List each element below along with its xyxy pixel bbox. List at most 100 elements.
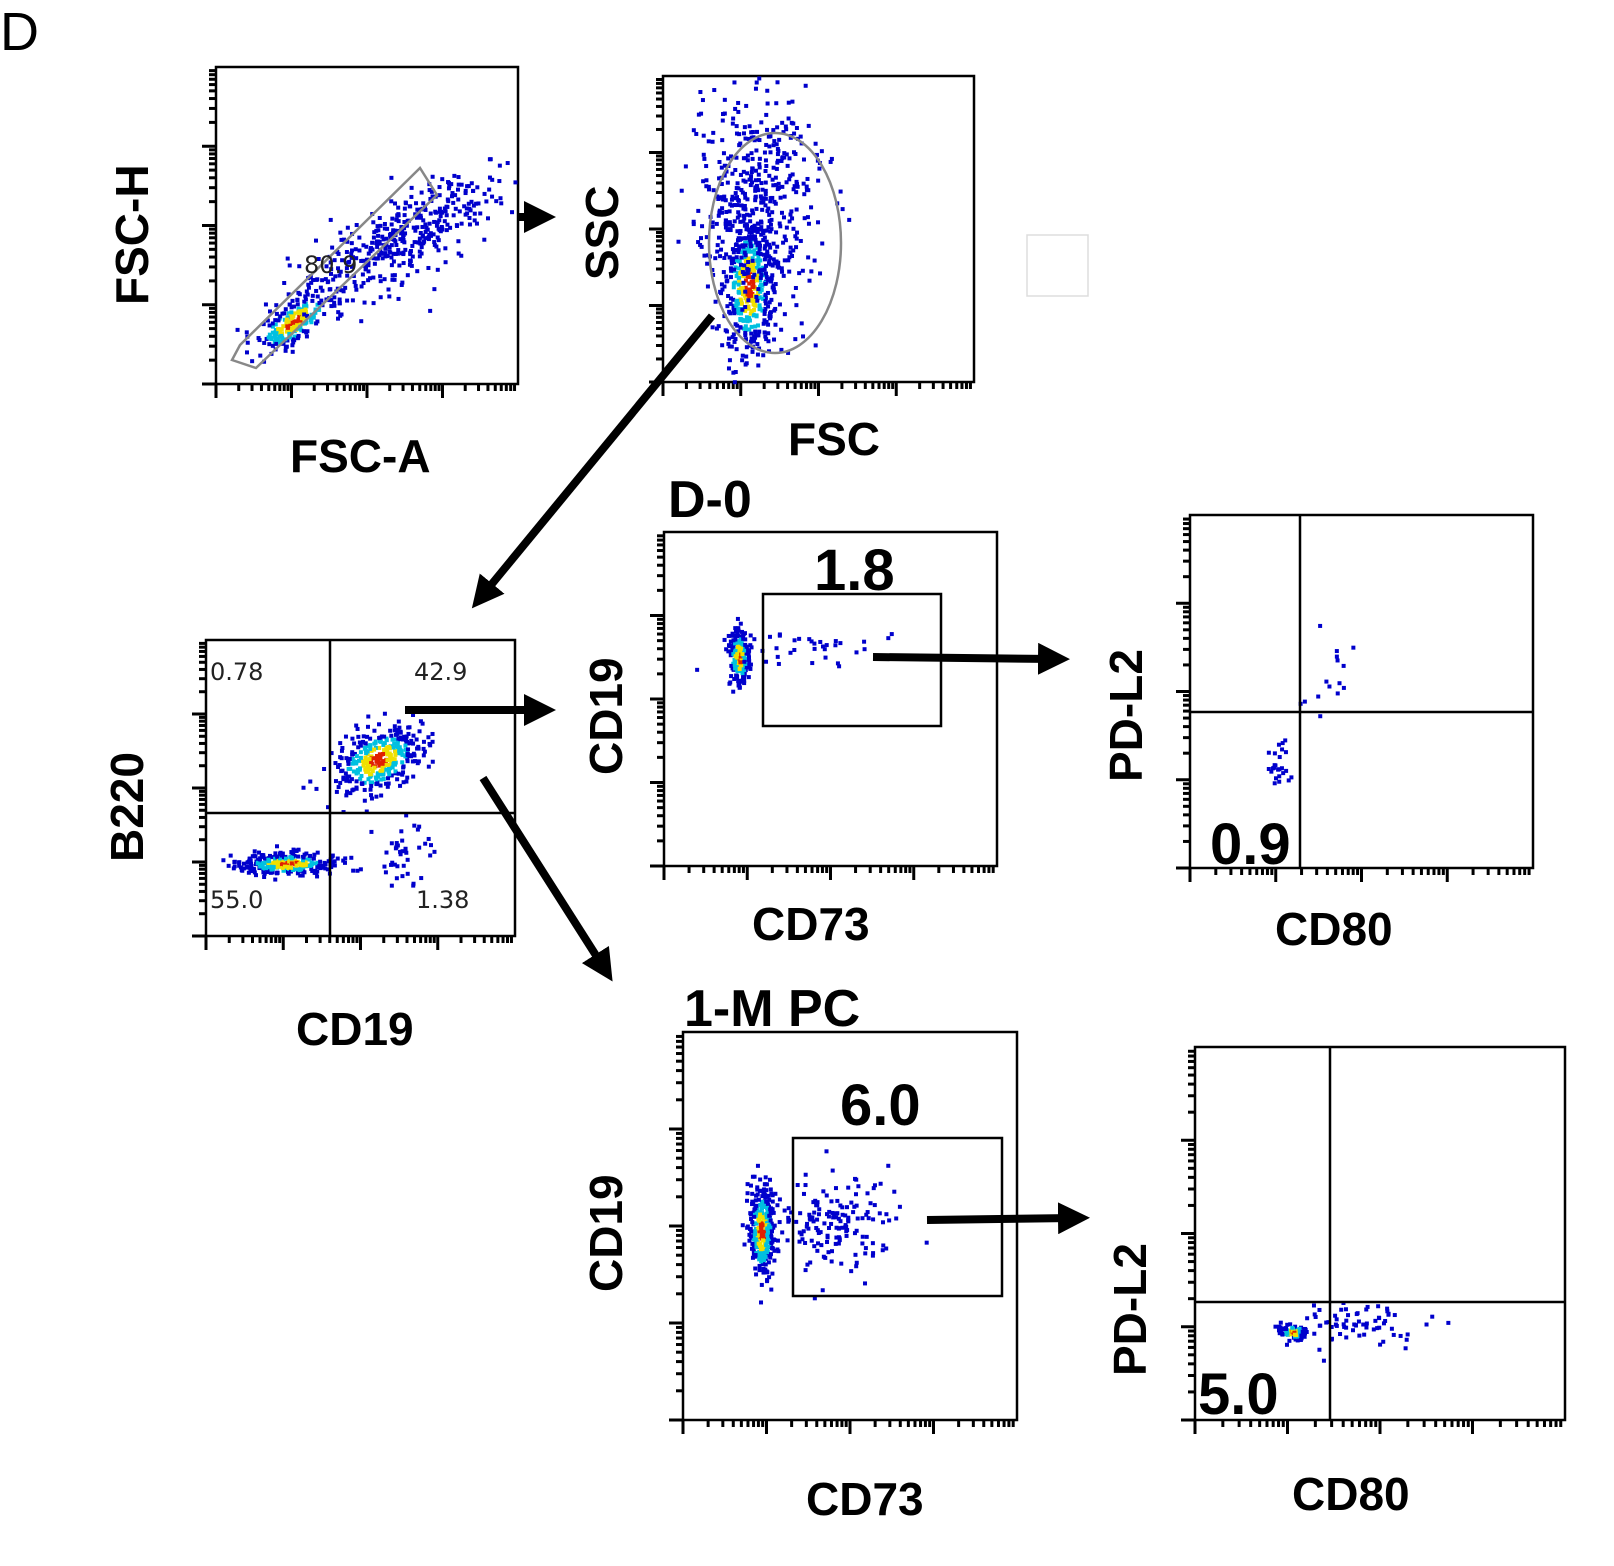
p2-event-dot [749,135,754,140]
p2-event-dot [750,156,755,161]
p6-event-dot [843,1223,848,1228]
p2-event-dot [743,328,748,333]
p1-event-dot [474,201,479,206]
p6-event-dot [753,1203,758,1208]
p6-event-dot [762,1258,767,1263]
p3-event-dot [356,734,361,739]
p5-event-dot [1277,755,1282,760]
p3-event-dot [249,864,254,869]
p3-q-ul: 0.78 [210,658,263,686]
p2-event-dot [789,209,794,214]
p5-event-dot [1334,654,1339,659]
p2-event-dot [749,293,754,298]
p2-event-dot [770,210,775,215]
p2-event-dot [816,178,821,183]
p2-event-dot [733,167,738,172]
p7-event-dot [1297,1326,1302,1331]
p2-event-dot [772,290,777,295]
p3-event-dot [406,747,411,752]
p3-event-dot [369,796,374,801]
p6-event-dot [765,1208,770,1213]
p3-event-dot [395,864,400,869]
p2-event-dot [770,195,775,200]
p3-event-dot [294,860,299,865]
p7-event-dot [1285,1322,1290,1327]
p3-event-dot [266,857,271,862]
p1-event-dot [295,302,300,307]
p3-event-dot [372,728,377,733]
p2-event-dot [755,243,760,248]
p1-event-dot [372,230,377,235]
p3-event-dot [404,813,409,818]
p1-event-dot [297,315,302,320]
p1-event-dot [361,243,366,248]
p2-event-dot [744,222,749,227]
p6-event-dot [881,1243,886,1248]
p1-event-dot [476,201,481,206]
p2-event-dot [738,219,743,224]
p1-gate [230,166,439,370]
p3-event-dot [363,741,368,746]
p2-ylabel: SSC [576,185,628,280]
p2-event-dot [763,334,768,339]
p6-event-dot [803,1172,808,1177]
p3-event-dot [350,788,355,793]
p2-event-dot [728,228,733,233]
p2-event-dot [716,213,721,218]
p4-event-dot [739,663,744,668]
p2-event-dot [771,287,776,292]
p3-event-dot [423,841,428,846]
p6-event-dot [837,1226,842,1231]
p3-q-lr: 1.38 [416,886,469,914]
p2-event-dot [698,236,703,241]
p1-event-dot [423,207,428,212]
p1-event-dot [399,224,404,229]
p2-event-dot [735,181,740,186]
p6-event-dot [811,1219,816,1224]
p2-event-dot [764,142,769,147]
p1-event-dot [283,307,288,312]
p2-event-dot [774,182,779,187]
p2-event-dot [728,266,733,271]
p1-event-dot [431,232,436,237]
p1-event-dot [352,280,357,285]
p1-event-dot [280,311,285,316]
p2-event-dot [745,158,750,163]
p7-event-dot [1364,1321,1369,1326]
p2-event-dot [711,272,716,277]
p1-event-dot [437,185,442,190]
p7-event-dot [1305,1316,1310,1321]
p1-event-dot [414,201,419,206]
p1-event-dot [469,199,474,204]
p2-event-dot [743,195,748,200]
p2-event-dot [838,189,843,194]
p7-event-dot [1302,1334,1307,1339]
p3-event-dot [259,853,264,858]
p6-event-dot [776,1249,781,1254]
p6-event-dot [761,1235,766,1240]
p1-event-dot [452,173,457,178]
p3-event-dot [322,860,327,865]
p1-event-dot [322,312,327,317]
p4-event-dot [722,637,727,642]
p1-event-dot [404,223,409,228]
p1-event-dot [434,223,439,228]
p6-event-dot [866,1216,871,1221]
p1-event-dot [289,310,294,315]
p7-event-dot [1373,1318,1378,1323]
p4-event-dot [764,659,769,664]
p7-event-dot [1376,1304,1381,1309]
p4-event-dot [731,689,736,694]
p7-event-dot [1329,1324,1334,1329]
p2-event-dot [732,311,737,316]
p3-event-dot [396,771,401,776]
p2-event-dot [701,179,706,184]
p3-event-dot [311,856,316,861]
p2-event-dot [764,163,769,168]
p1-event-dot [337,273,342,278]
p3-event-dot [362,787,367,792]
p2-event-dot [809,205,814,210]
p6-event-dot [768,1255,773,1260]
p2-event-dot [782,234,787,239]
p3-event-dot [362,798,367,803]
